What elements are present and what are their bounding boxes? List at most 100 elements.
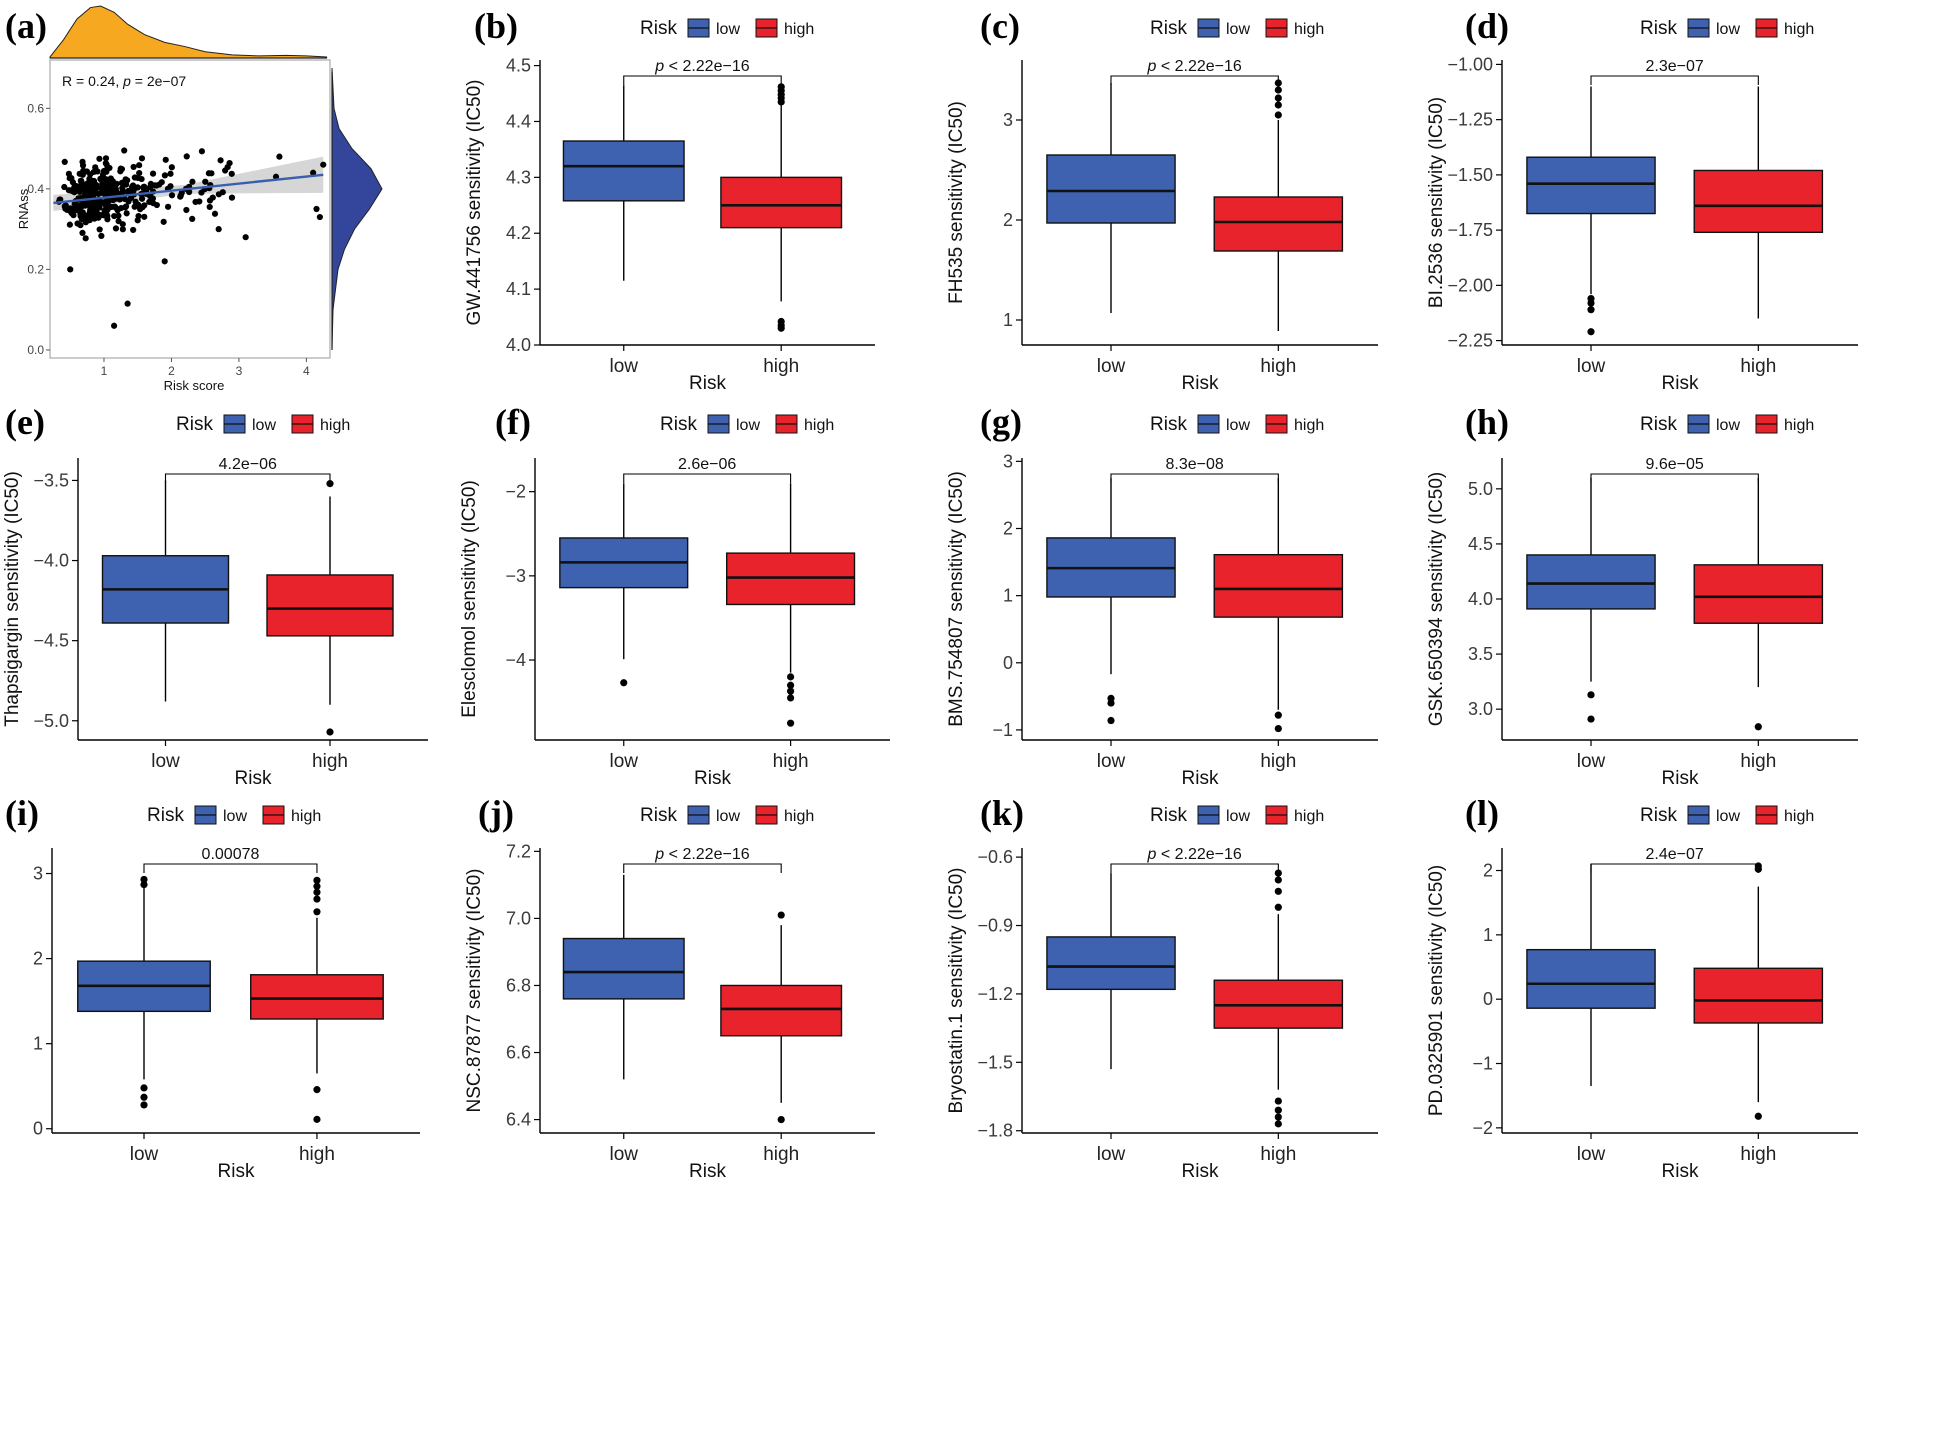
outlier-point bbox=[1754, 1112, 1762, 1120]
box-high bbox=[1693, 86, 1824, 319]
iqr-box bbox=[1526, 156, 1656, 215]
x-tick-label-low: low bbox=[609, 356, 638, 377]
scatter-point bbox=[96, 204, 103, 211]
y-tick-label: −2 bbox=[505, 482, 526, 502]
scatter-point bbox=[168, 164, 175, 171]
legend-label-high: high bbox=[1784, 808, 1814, 825]
legend-label-high: high bbox=[784, 21, 814, 38]
bracket-line bbox=[623, 473, 792, 483]
scatter-point bbox=[111, 212, 118, 220]
y-axis-title: GSK.650394 sensitivity (IC50) bbox=[1426, 472, 1447, 727]
scatter-point bbox=[228, 170, 235, 177]
scatter-point bbox=[206, 197, 214, 204]
legend-title: Risk bbox=[640, 805, 677, 826]
legend-label-high: high bbox=[804, 417, 834, 434]
y-tick-label: 4.3 bbox=[506, 167, 531, 187]
y-tick-label: −4.5 bbox=[33, 631, 69, 651]
iqr-box bbox=[1213, 196, 1344, 252]
panel-label: (i) bbox=[5, 793, 39, 833]
pvalue-bracket: p < 2.22e−16 bbox=[623, 846, 782, 873]
outlier-point bbox=[326, 728, 334, 736]
scatter-point bbox=[134, 174, 141, 181]
panel-label: (f) bbox=[495, 402, 531, 442]
scatter-point bbox=[162, 156, 169, 163]
pvalue-bracket: p < 2.22e−16 bbox=[1110, 846, 1279, 873]
x-axis-title: Risk bbox=[1182, 373, 1219, 394]
scatter-point bbox=[206, 203, 213, 211]
scatter-point bbox=[89, 177, 96, 185]
scatter-point bbox=[61, 158, 68, 165]
scatter-point bbox=[136, 169, 143, 177]
outlier-point bbox=[1274, 1106, 1282, 1114]
legend-key-low: low bbox=[1197, 414, 1250, 434]
panel-a: (a) R = 0.24, p = 2e−07 0.0 0.2 0.4 0.6 1 2 3 4 Ri… bbox=[5, 5, 383, 393]
legend-label-high: high bbox=[320, 417, 350, 434]
y-tick-label: 3.5 bbox=[1468, 644, 1493, 664]
y-axis-title: BI.2536 sensitivity (IC50) bbox=[1426, 97, 1447, 308]
y-tick-label: −2 bbox=[1472, 1118, 1493, 1138]
legend-key-high: high bbox=[262, 805, 321, 825]
box-high bbox=[250, 876, 384, 1123]
legend-key-high: high bbox=[1265, 414, 1324, 434]
y-tick-label: 0 bbox=[1003, 653, 1013, 673]
outlier-point bbox=[140, 1084, 148, 1092]
pvalue-bracket: 2.6e−06 bbox=[623, 456, 792, 483]
panel-k: (k) Risk low high −1.8 −1.5 −1.2 −0.9 −0.6 low hig… bbox=[946, 793, 1378, 1182]
y-tick-label: −1.00 bbox=[1447, 54, 1493, 74]
scatter-point bbox=[106, 164, 113, 172]
pvalue-bracket: p < 2.22e−16 bbox=[1110, 58, 1279, 85]
scatter-point bbox=[272, 173, 280, 180]
scatter-point bbox=[96, 226, 103, 233]
legend-label-low: low bbox=[736, 417, 760, 434]
scatter-point bbox=[119, 185, 126, 192]
box-low bbox=[562, 874, 685, 1080]
panel-g: (g) Risk low high −1 0 1 2 3 low high Risk BMS.75480… bbox=[946, 402, 1378, 789]
outlier-point bbox=[787, 673, 795, 681]
outlier-point bbox=[313, 1086, 321, 1094]
pvalue-label: 2.4e−07 bbox=[1646, 846, 1704, 863]
scatter-point bbox=[83, 212, 90, 219]
outlier-point bbox=[1274, 869, 1282, 877]
legend-key-high: high bbox=[755, 18, 814, 38]
regression-line bbox=[53, 173, 324, 205]
bracket-line bbox=[143, 863, 318, 873]
outlier-point bbox=[313, 895, 321, 903]
legend-label-high: high bbox=[1784, 417, 1814, 434]
bracket-line bbox=[1110, 863, 1279, 873]
scatter-point bbox=[77, 213, 84, 220]
scatter-point bbox=[103, 203, 110, 210]
y-tick-label: −4.0 bbox=[33, 551, 69, 571]
scatter-point bbox=[153, 182, 160, 189]
box-low bbox=[1526, 864, 1656, 1087]
legend-label-high: high bbox=[1784, 21, 1814, 38]
outlier-point bbox=[1274, 903, 1282, 911]
scatter-point bbox=[111, 203, 118, 210]
y-tick-label: 1 bbox=[1003, 310, 1013, 330]
scatter-point bbox=[196, 198, 203, 205]
y-tick-label: −2.25 bbox=[1447, 331, 1493, 351]
scatter-point bbox=[79, 158, 86, 165]
panel-f: (f) Risk low high −4 −3 −2 low high Risk Elesclomo… bbox=[459, 402, 890, 789]
scatter-point bbox=[127, 194, 135, 202]
bracket-line bbox=[164, 473, 331, 483]
scatter-point bbox=[313, 205, 320, 213]
box-high bbox=[266, 480, 394, 736]
scatter-point bbox=[135, 212, 142, 220]
legend-key-high: high bbox=[755, 805, 814, 825]
x-axis-title: Risk bbox=[694, 768, 731, 789]
x-tick-label-high: high bbox=[1740, 751, 1776, 772]
legend-title: Risk bbox=[660, 414, 697, 435]
outlier-point bbox=[1274, 1097, 1282, 1105]
scatter-point bbox=[121, 147, 128, 154]
bracket-line bbox=[623, 75, 782, 85]
legend-label-low: low bbox=[1716, 21, 1740, 38]
y-tick-label: −4 bbox=[505, 650, 526, 670]
scatter-point bbox=[161, 172, 168, 179]
x-tick-label-low: low bbox=[1577, 1144, 1606, 1165]
y-axis-title: RNAss bbox=[16, 188, 31, 229]
x-tick-label-low: low bbox=[130, 1144, 159, 1165]
legend-title: Risk bbox=[1640, 414, 1677, 435]
outlier-point bbox=[1274, 111, 1282, 119]
y-axis-title: BMS.754807 sensitivity (IC50) bbox=[946, 471, 967, 727]
outlier-point bbox=[787, 681, 795, 689]
